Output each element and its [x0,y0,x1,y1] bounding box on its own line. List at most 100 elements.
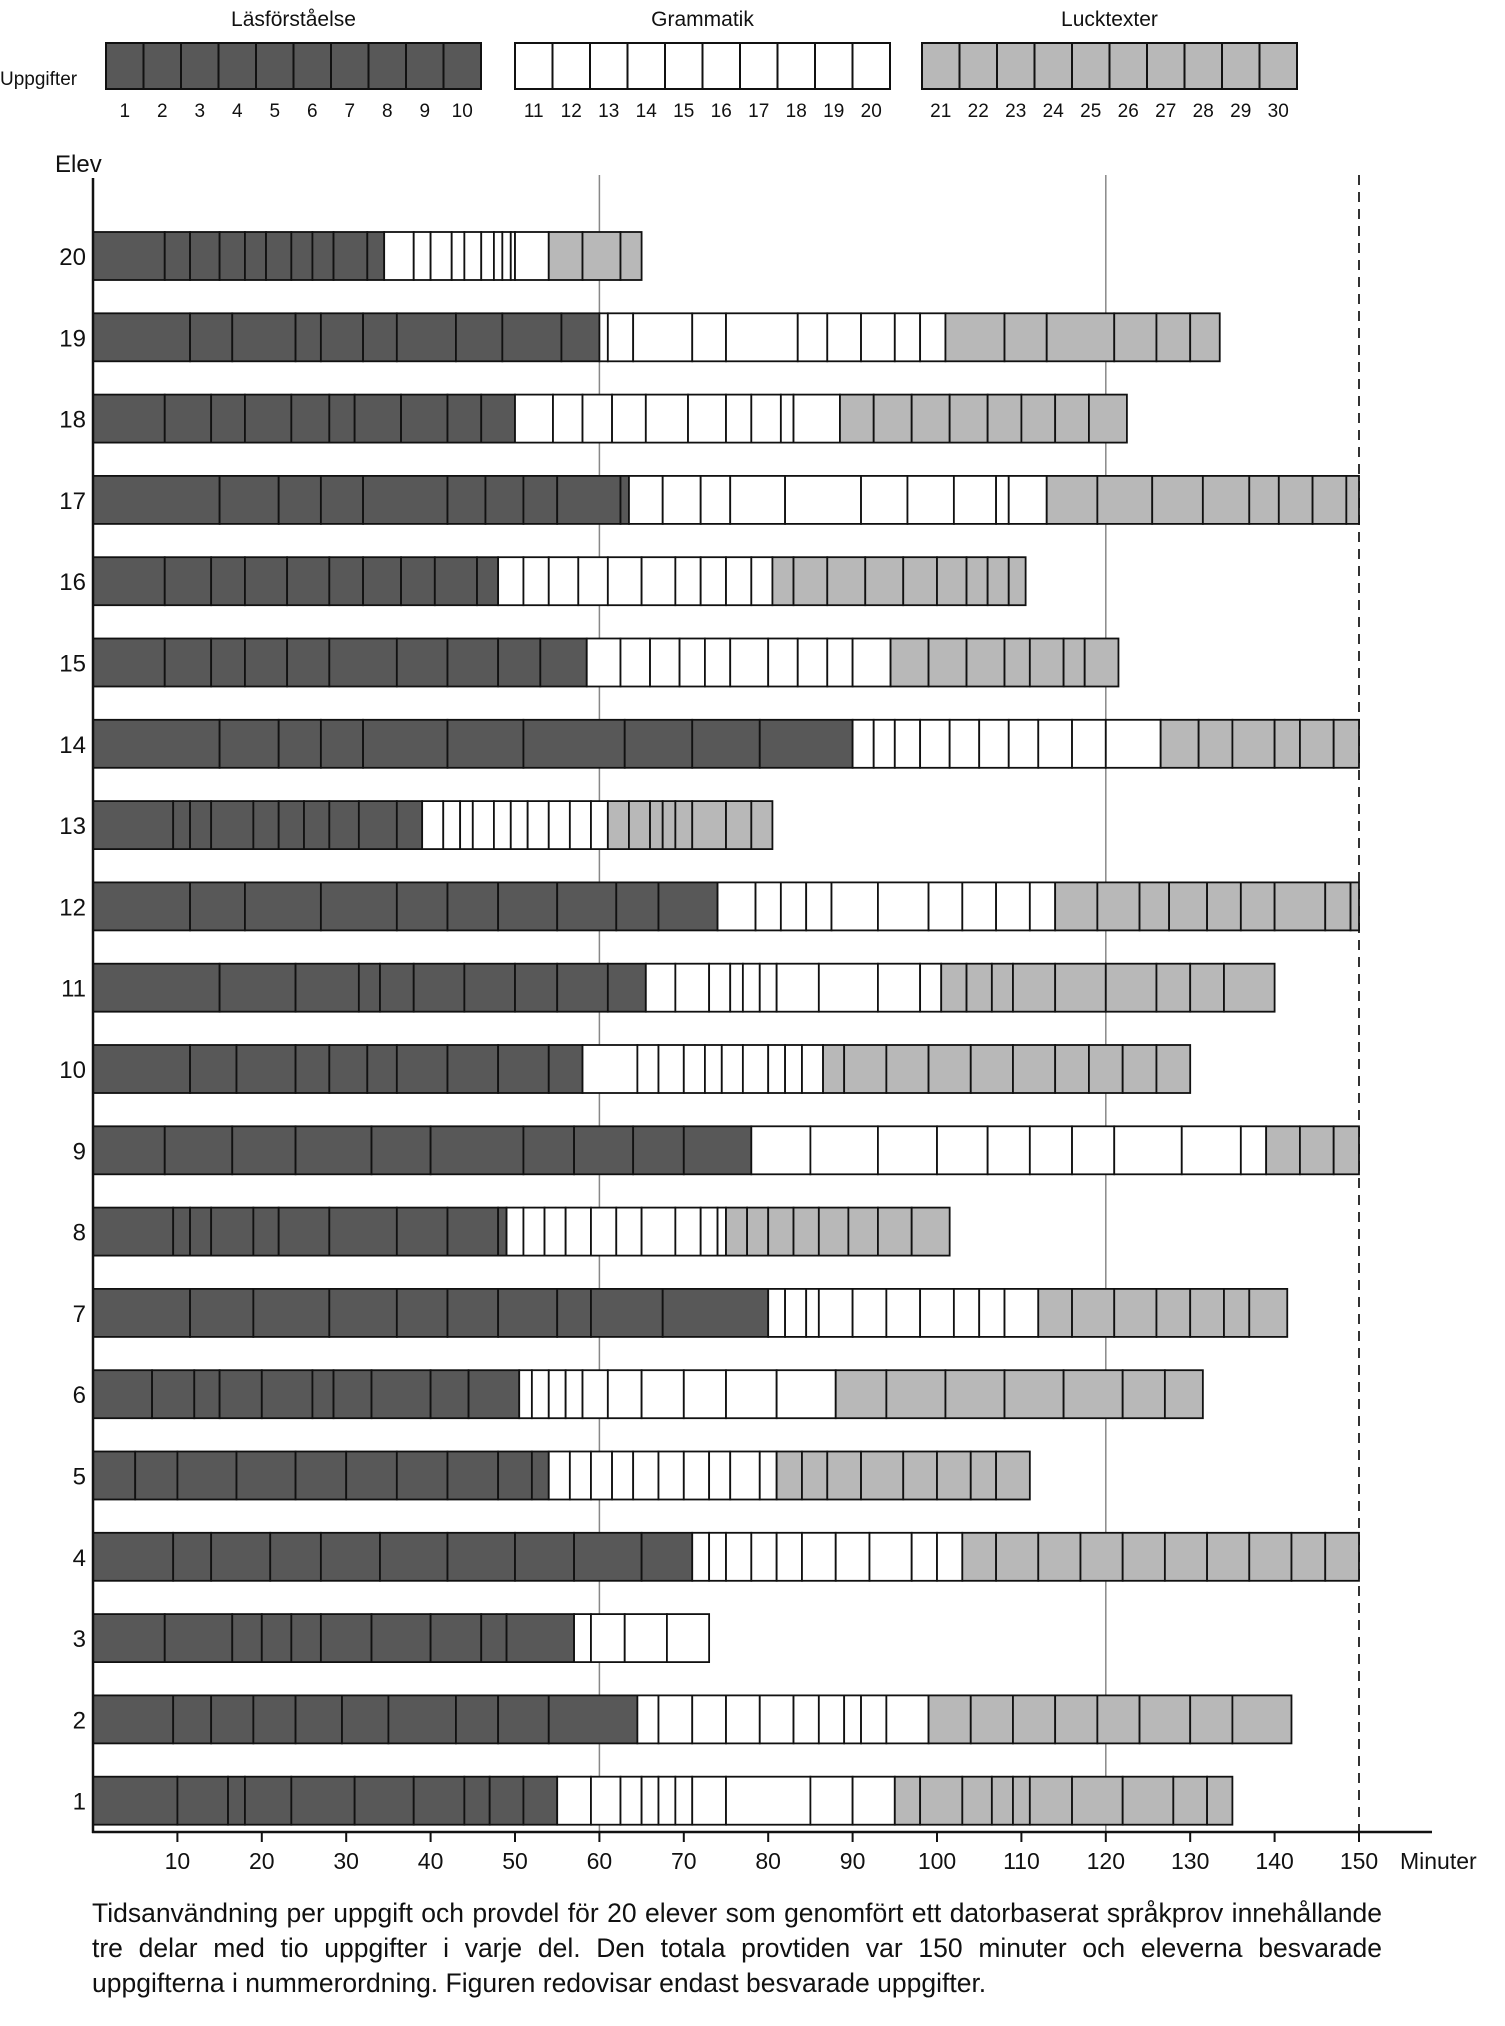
bar-segment [1003,1369,1065,1420]
bar-segment [640,1775,660,1826]
bar-segment [990,962,1014,1013]
bar-segment [294,312,322,363]
bar-segment [395,1044,449,1094]
bar-segment [1159,718,1200,769]
bar-segment [92,556,166,607]
bar-segment [1012,1044,1057,1094]
bar-segment [163,1125,234,1176]
bar-segment [725,1531,753,1582]
bar-segment [1054,393,1090,444]
legend-row-label: Uppgifter [0,69,78,90]
legend-cell [589,42,629,90]
bar-segment [210,556,246,607]
bar-segment [244,881,322,932]
bar-segment [826,312,862,363]
bar-segment [978,1288,1006,1338]
bar-segment [927,1694,972,1745]
bar-segment [328,1288,398,1338]
bar-segment [92,1531,175,1582]
bar-segment [227,1775,246,1826]
bar-segment [530,1369,550,1420]
bar-segment [1007,718,1040,769]
bar-segment [868,1531,913,1582]
bar-segment [805,1288,820,1338]
bar-segment [92,718,221,769]
bar-segment [944,312,1006,363]
y-tick-label: 11 [61,976,86,1003]
bar-segment [286,556,331,607]
bar-segment [581,393,613,444]
y-tick-label: 3 [73,1626,86,1653]
bar-segment [151,1369,196,1420]
bar-segment [92,1288,191,1338]
bar-segment [522,556,550,607]
bar-segment [961,1531,997,1582]
bar-segment [547,231,584,281]
bar-segment [961,1775,993,1826]
y-tick-label: 5 [73,1464,86,1491]
legend-task-number: 5 [269,101,280,122]
bar-segment [1299,1125,1335,1176]
bar-segment [725,393,753,444]
bar-segment [990,1775,1014,1826]
legend-cell [405,42,445,90]
bar-segment [708,962,732,1013]
legend-cell [514,42,554,90]
bar-segment [319,474,364,525]
bar-segment [303,800,331,850]
figure-caption: Tidsanvändning per uppgift och provdel f… [92,1898,1382,1998]
x-tick-label: 140 [1255,1848,1293,1874]
bar-segment [1332,718,1360,769]
bar-segment [801,1450,829,1501]
bar-segment [910,1206,951,1257]
bar-segment [446,637,500,688]
bar-segment [189,800,213,850]
bar-segment [948,393,989,444]
bar-segment [564,1369,584,1420]
legend-cell [255,42,295,90]
legend-task-number: 3 [194,101,205,122]
bar-segment [370,1369,432,1420]
bar-segment [1206,1775,1234,1826]
bar-segment [682,1044,706,1094]
bar-segment [1054,1044,1090,1094]
x-tick-label: 100 [918,1848,956,1874]
bar-segment [822,1044,846,1094]
legend-cell [551,42,591,90]
bar-segment [661,474,702,525]
bar-segment [708,1450,732,1501]
bar-segment [750,393,782,444]
bar-segment [514,393,554,444]
bar-segment [1277,474,1314,525]
bar-segment [611,1450,635,1501]
bar-segment [839,393,875,444]
bar-segment [492,231,504,281]
legend-task-number: 12 [561,101,582,122]
bar-segment [172,1531,213,1582]
bar-segment [590,1775,622,1826]
bar-segment [235,1450,297,1501]
bar-segment [1083,637,1120,688]
x-axis-label: Minuter [1400,1848,1477,1874]
bar-segment [590,800,609,850]
y-tick-label: 10 [59,1057,86,1084]
bar-segment [666,1613,711,1663]
bar-segment [606,1369,643,1420]
bar-segment [560,312,601,363]
bar-segment [1231,718,1276,769]
y-tick-label: 13 [59,813,86,840]
bar-segment [657,881,719,932]
y-tick-label: 18 [59,407,86,434]
bar-segment [244,393,293,444]
bar-segment [674,556,702,607]
bar-segment [834,1369,888,1420]
legend-part-title: Läsförståelse [231,8,356,31]
bar-segment [1012,962,1057,1013]
bar-segment [497,1044,550,1094]
bar-segment [210,800,255,850]
bar-segment [826,637,854,688]
bar-segment [1239,881,1276,932]
bar-segment [1290,1531,1327,1582]
bar-segment [497,637,542,688]
bar-segment [573,1531,643,1582]
